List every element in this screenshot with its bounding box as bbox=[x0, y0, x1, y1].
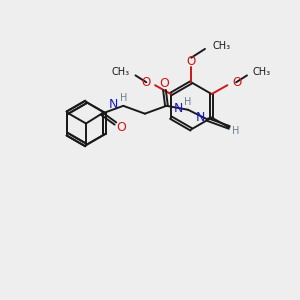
Text: O: O bbox=[187, 55, 196, 68]
Text: O: O bbox=[160, 77, 170, 90]
Text: N: N bbox=[174, 102, 183, 115]
Text: O: O bbox=[116, 121, 126, 134]
Text: N: N bbox=[195, 111, 205, 124]
Text: H: H bbox=[184, 97, 192, 107]
Text: CH₃: CH₃ bbox=[112, 68, 130, 77]
Text: O: O bbox=[141, 76, 150, 89]
Text: CH₃: CH₃ bbox=[253, 68, 271, 77]
Text: CH₃: CH₃ bbox=[213, 41, 231, 51]
Text: N: N bbox=[109, 98, 118, 111]
Text: H: H bbox=[120, 93, 127, 103]
Text: O: O bbox=[232, 76, 242, 89]
Text: H: H bbox=[232, 126, 240, 136]
